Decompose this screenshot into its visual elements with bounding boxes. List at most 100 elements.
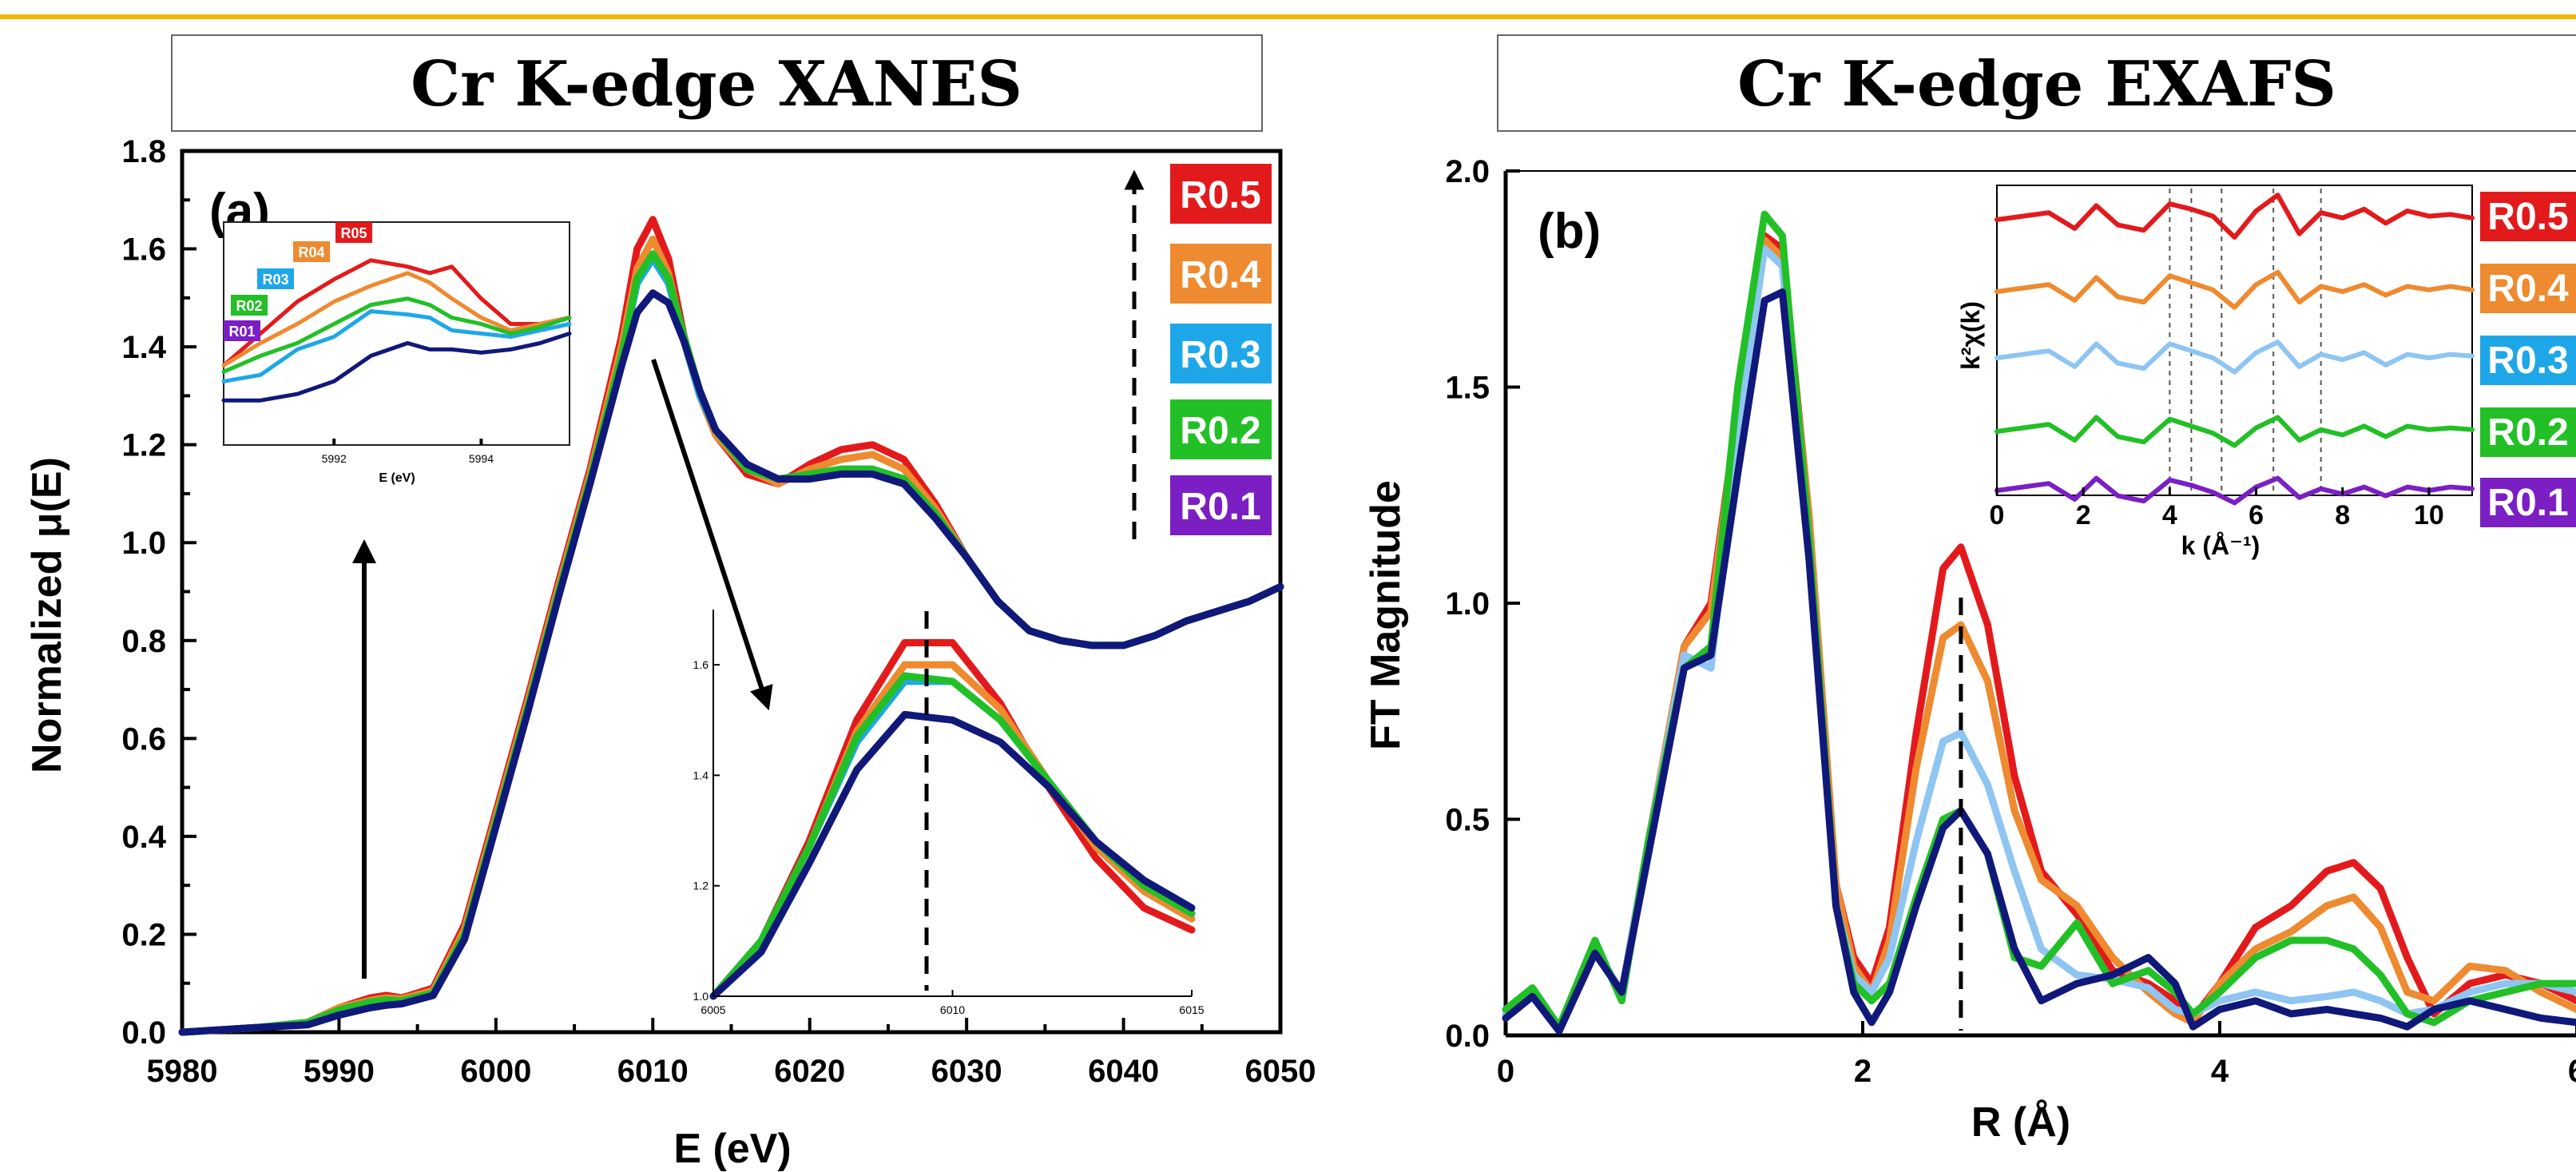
legend-swatch-R0.2: [1170, 399, 1272, 459]
inset-preedge-xlabel: E (eV): [379, 471, 415, 485]
inset-preedge-curve-R05: [221, 258, 572, 367]
legend-swatch-R0.3: [1170, 324, 1272, 383]
legend-b-swatch-R0.3: [2480, 336, 2576, 385]
legend-label-R0.5: R0.5: [1180, 174, 1260, 217]
top-rule: [0, 14, 2576, 19]
inset-label-box-R03: [257, 268, 294, 289]
panel-a-ytick-label: 1.4: [121, 330, 166, 365]
legend-b-swatch-R0.4: [2480, 264, 2576, 313]
inset-preedge-xtick-label: 5992: [322, 452, 347, 465]
panel-a-legend: R0.5 R0.4 R0.3 R0.2 R0.1: [1170, 164, 1272, 535]
inset-label-box-R02: [231, 295, 268, 316]
inset-whiteline-ytick-label: 1.0: [693, 990, 709, 1003]
panel-b-xtick-label: 4: [2211, 1054, 2229, 1089]
legend-b-swatch-R0.1: [2480, 478, 2576, 527]
panel-a-xtick-label: 6040: [1088, 1054, 1159, 1089]
legend-swatch-R0.5: [1170, 164, 1272, 224]
panel-a-ytick-label: 0.6: [121, 721, 166, 757]
panel-b-legend: R0.5 R0.4 R0.3 R0.2 R0.1: [2480, 192, 2576, 527]
legend-b-label-R0.5: R0.5: [2487, 196, 2568, 238]
inset-whiteline-xtick-label: 6005: [701, 1003, 725, 1016]
panel-a-ytick-label: 0.8: [121, 624, 166, 659]
inset-kspace-ylabel: k²χ(k): [1956, 301, 1985, 370]
inset-whiteline-curve-R0.5: [709, 639, 1196, 1000]
inset-label-box-R04: [293, 241, 330, 262]
inset-kspace-xlabel: k (Å⁻¹): [2181, 531, 2260, 560]
legend-b-label-R0.1: R0.1: [2487, 482, 2568, 524]
panel-a-ytick-label: 1.0: [121, 526, 166, 561]
panel-b-xlabel: R (Å): [1971, 1099, 2070, 1146]
panel-a-axes: 5980 5990 6000 6010 6020 6030 6040 6050 0.0 0.2 0.…: [121, 134, 1316, 1089]
inset-kspace-xtick-label: 2: [2076, 500, 2091, 530]
inset-kspace-curve-R0.2: [1995, 415, 2475, 448]
panel-a-xtick-label: 6030: [931, 1054, 1002, 1089]
inset-whiteline-xtick-label: 6015: [1179, 1003, 1204, 1016]
panel-b: Cr K-edge EXAFS 02460.00.51.01.52.0 (b) …: [1363, 34, 2576, 1146]
legend-label-R0.4: R0.4: [1180, 254, 1261, 296]
legend-b-label-R0.2: R0.2: [2487, 411, 2568, 454]
inset-preedge-curve-R01: [221, 332, 572, 403]
panel-a-ytick-label: 0.2: [121, 917, 166, 952]
inset-whiteline-ytick-label: 1.2: [693, 880, 709, 892]
panel-a-xlabel: E (eV): [673, 1126, 791, 1172]
inset-whiteline-curve-R0.1: [709, 710, 1196, 1000]
panel-a-curves: [178, 216, 1284, 1036]
legend-label-R0.3: R0.3: [1180, 334, 1260, 376]
panel-a-ytick-label: 1.8: [121, 134, 166, 169]
panel-b-xtick-label: 2: [1854, 1054, 1871, 1089]
panel-a-xtick-label: 6050: [1245, 1054, 1316, 1089]
panel-a-ytick-label: 0.4: [121, 820, 166, 855]
panel-a-ylabel: Normalized μ(E): [24, 457, 70, 773]
panel-b-ytick-label: 1.0: [1445, 586, 1490, 622]
panel-b-axes: 0 2 4 6 0.0 0.5 1.0 1.5 2.0: [1445, 154, 2576, 1089]
panel-b-xtick-label: 0: [1497, 1054, 1514, 1089]
inset-kspace-curve-R0.5: [1995, 193, 2475, 240]
panel-b-title: Cr K-edge EXAFS: [1737, 48, 2336, 121]
panel-b-xtick-label: 6: [2568, 1054, 2576, 1089]
panel-b-letter: (b): [1538, 204, 1601, 259]
panel-a-xtick-label: 5980: [147, 1054, 218, 1089]
inset-label-R01: R01: [228, 324, 255, 340]
inset-kspace-frame: [1996, 185, 2473, 496]
inset-whiteline-curve-R0.4: [709, 661, 1196, 1000]
legend-b-swatch-R0.2: [2480, 407, 2576, 457]
inset-label-box-R01: [224, 320, 260, 341]
panel-b-ytick-label: 2.0: [1445, 154, 1490, 189]
inset-preedge-xtick-label: 5994: [469, 452, 494, 465]
inset-kspace-xtick-label: 4: [2162, 500, 2177, 530]
inset-kspace-xtick-label: 10: [2414, 500, 2444, 530]
arrow-down-whiteline: [651, 359, 773, 711]
xanes-curve-R0.1: [178, 289, 1284, 1036]
panel-b-ytick-label: 0.5: [1445, 803, 1490, 838]
legend-swatch-R0.1: [1170, 475, 1272, 535]
panel-a-title: Cr K-edge XANES: [411, 48, 1022, 121]
panel-a-ytick-label: 0.0: [121, 1015, 166, 1051]
inset-preedge-curve-R02: [221, 296, 572, 374]
legend-label-R0.1: R0.1: [1180, 486, 1260, 528]
panel-a-title-box: [171, 34, 1263, 132]
panel-b-ytick-label: 0.0: [1445, 1019, 1490, 1054]
panel-b-inset-kspace: 0 2 4 6 8 10 k (Å⁻¹) k²χ(k): [1956, 185, 2475, 560]
inset-label-R02: R02: [236, 298, 262, 314]
inset-whiteline-xtick-label: 6010: [940, 1003, 965, 1016]
inset-kspace-xtick-label: 0: [1990, 500, 2005, 530]
exafs-curve-R0.1: [1502, 288, 2576, 1035]
inset-kspace-xtick-label: 6: [2249, 500, 2264, 530]
legend-b-label-R0.3: R0.3: [2487, 340, 2568, 382]
panel-a: Cr K-edge XANES 5980 5990 6000 6010 6020 6030…: [24, 34, 1316, 1172]
legend-swatch-R0.4: [1170, 244, 1272, 304]
panel-b-title-box: [1497, 34, 2576, 132]
panel-a-inset-whiteline: 6005 6010 6015 1.0 1.2 1.4 1.6: [693, 610, 1205, 1016]
inset-whiteline-ytick-label: 1.4: [693, 769, 709, 781]
inset-whiteline-curve-R0.3: [709, 677, 1196, 1000]
inset-preedge-curve-R03: [221, 309, 572, 383]
panel-b-curves: [1502, 210, 2576, 1035]
exafs-curve-R0.4: [1502, 236, 2576, 1031]
inset-kspace-curve-R0.3: [1995, 340, 2475, 375]
inset-kspace-curve-R0.4: [1995, 269, 2475, 310]
inset-kspace-xtick-label: 8: [2335, 500, 2350, 530]
inset-label-R04: R04: [298, 244, 324, 260]
panel-a-ytick-label: 1.2: [121, 428, 166, 463]
panel-b-ylabel: FT Magnitude: [1363, 480, 1409, 750]
